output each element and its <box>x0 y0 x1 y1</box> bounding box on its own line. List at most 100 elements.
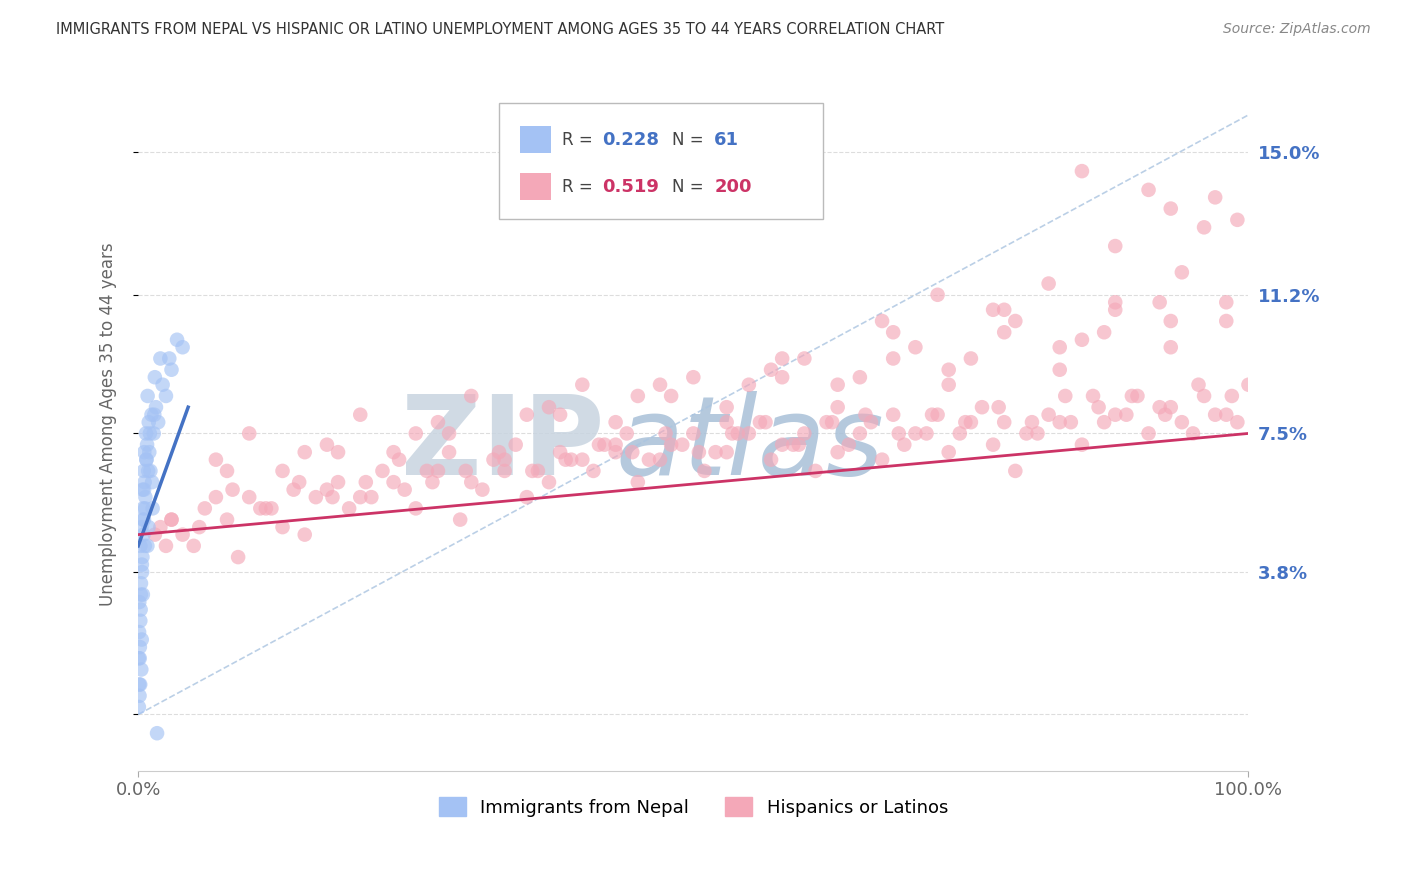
Point <box>787 438 810 452</box>
Point <box>143 370 166 384</box>
Point <box>849 370 872 384</box>
Point <box>704 445 727 459</box>
Point <box>148 415 170 429</box>
Point <box>160 513 183 527</box>
Point <box>128 651 150 665</box>
Point <box>1154 408 1177 422</box>
Point <box>254 501 277 516</box>
Point <box>659 438 682 452</box>
Point <box>1160 314 1182 328</box>
Point <box>321 490 343 504</box>
Point <box>141 475 163 490</box>
Y-axis label: Unemployment Among Ages 35 to 44 years: Unemployment Among Ages 35 to 44 years <box>100 243 117 606</box>
Point <box>1104 239 1126 253</box>
Point <box>135 426 157 441</box>
Point <box>1181 426 1204 441</box>
Point <box>138 415 160 429</box>
Point <box>405 501 427 516</box>
Point <box>134 445 156 459</box>
Point <box>1081 389 1104 403</box>
Point <box>927 408 949 422</box>
Point <box>782 438 804 452</box>
Point <box>821 415 844 429</box>
Point <box>505 438 527 452</box>
Point <box>727 426 749 441</box>
Point <box>316 483 339 497</box>
Point <box>1092 325 1115 339</box>
Text: 0.228: 0.228 <box>602 131 659 149</box>
Point <box>1192 389 1215 403</box>
Point <box>1115 408 1137 422</box>
Point <box>759 362 782 376</box>
Point <box>129 539 152 553</box>
Point <box>1237 377 1260 392</box>
Point <box>138 445 160 459</box>
Text: N =: N = <box>672 131 709 149</box>
Text: atlas: atlas <box>616 392 884 499</box>
Point <box>482 452 505 467</box>
Point <box>132 588 155 602</box>
Point <box>893 438 915 452</box>
Point <box>427 415 450 429</box>
Point <box>131 520 153 534</box>
Point <box>1004 464 1026 478</box>
Text: Source: ZipAtlas.com: Source: ZipAtlas.com <box>1223 22 1371 37</box>
Point <box>437 426 460 441</box>
Point <box>205 490 228 504</box>
Point <box>882 408 904 422</box>
Point <box>804 464 827 478</box>
Point <box>149 520 172 534</box>
Point <box>1054 389 1077 403</box>
Point <box>616 426 638 441</box>
Point <box>648 452 671 467</box>
Point <box>770 438 793 452</box>
Point <box>132 464 155 478</box>
Point <box>437 445 460 459</box>
Point <box>226 550 249 565</box>
Point <box>143 527 166 541</box>
Point <box>1092 415 1115 429</box>
Point <box>638 452 661 467</box>
Point <box>1192 220 1215 235</box>
Point <box>155 539 177 553</box>
Point <box>142 426 165 441</box>
Point <box>955 415 977 429</box>
Point <box>855 408 877 422</box>
Point <box>129 663 152 677</box>
Point <box>134 539 156 553</box>
Point <box>588 438 610 452</box>
Point <box>1160 340 1182 354</box>
Point <box>654 426 676 441</box>
Point <box>316 438 339 452</box>
Point <box>194 501 217 516</box>
Point <box>494 464 516 478</box>
Point <box>294 527 316 541</box>
Point <box>859 415 882 429</box>
Point <box>571 452 593 467</box>
Point <box>582 464 605 478</box>
Point <box>627 475 650 490</box>
Point <box>172 340 194 354</box>
Point <box>128 640 150 654</box>
Point <box>349 408 371 422</box>
Point <box>688 445 710 459</box>
Point <box>548 408 571 422</box>
Point <box>139 464 162 478</box>
Point <box>146 726 169 740</box>
Point <box>157 351 180 366</box>
Point <box>416 464 439 478</box>
Point <box>132 501 155 516</box>
Point <box>754 415 776 429</box>
Point <box>1004 314 1026 328</box>
Point <box>721 426 744 441</box>
Point <box>152 377 174 392</box>
Point <box>183 539 205 553</box>
Point <box>271 520 294 534</box>
Point <box>388 452 411 467</box>
Point <box>1038 408 1060 422</box>
Point <box>960 415 983 429</box>
Point <box>522 464 544 478</box>
Point <box>1026 426 1049 441</box>
Point <box>283 483 305 497</box>
Point <box>827 401 849 415</box>
